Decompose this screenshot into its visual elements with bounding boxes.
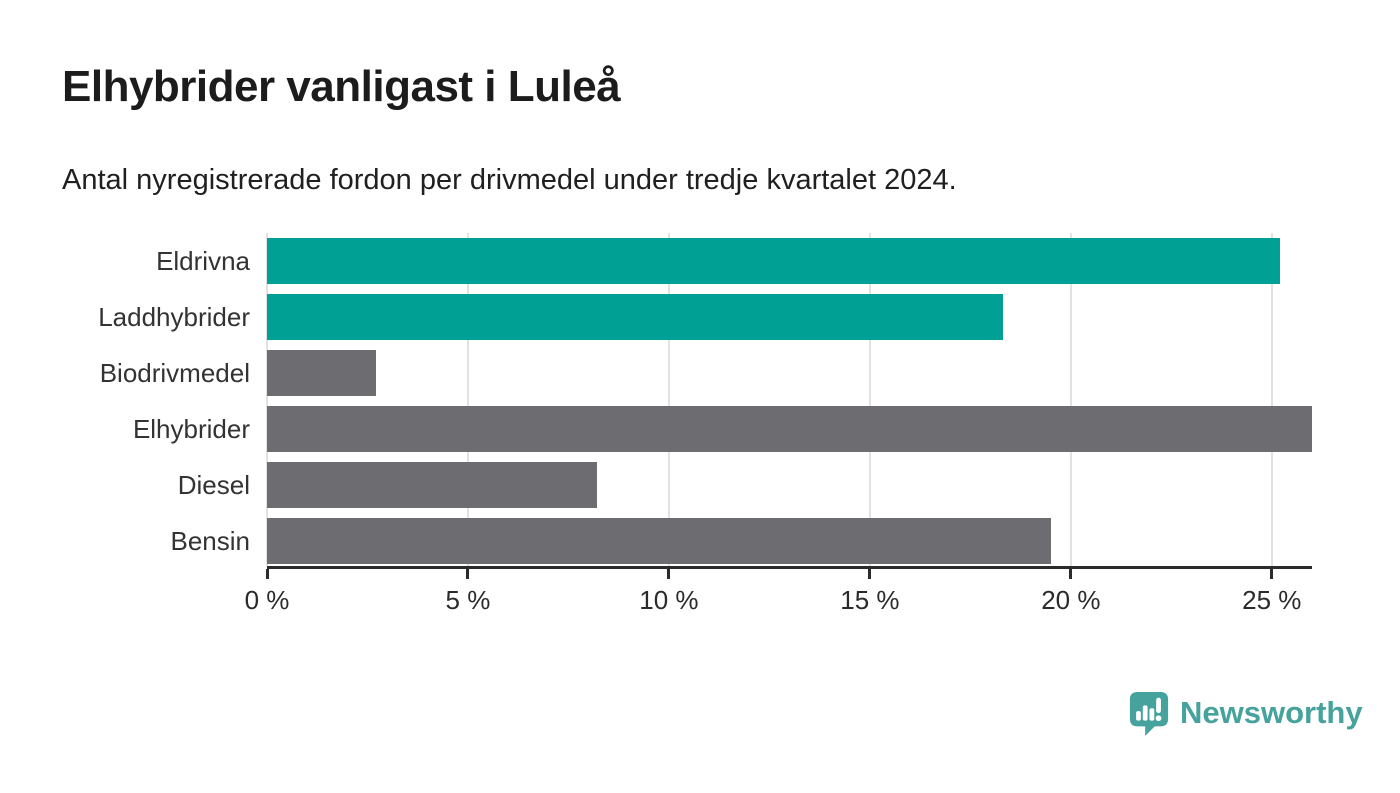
x-axis-tick-mark [1069, 569, 1073, 579]
bar-row [267, 401, 1312, 457]
x-axis-tick-label: 10 % [639, 585, 699, 615]
x-axis-tick-label: 5 % [445, 585, 491, 615]
y-axis-category-labels: Eldrivna Laddhybrider Biodrivmedel Elhybrid… [0, 233, 250, 569]
bar-bensin [267, 518, 1051, 564]
bar-row [267, 457, 1312, 513]
x-axis-tick-label: 0 % [244, 585, 290, 615]
x-axis-tick-labels: 0 % 5 % 10 % 15 % 20 % 25 % [245, 585, 1312, 619]
bar-chart-plot-area [265, 233, 1312, 579]
newsworthy-logo: Newsworthy [1128, 690, 1363, 736]
bar-diesel [267, 462, 597, 508]
bar-laddhybrider [267, 294, 1003, 340]
gridline [466, 233, 469, 566]
x-axis-tick-label: 15 % [840, 585, 900, 615]
chart-title: Elhybrider vanligast i Luleå [62, 62, 621, 111]
x-axis-tick-mark [667, 569, 671, 579]
x-axis-tick-mark [265, 569, 269, 579]
category-label-diesel: Diesel [177, 470, 250, 500]
bar-biodrivmedel [267, 350, 376, 396]
gridline [1270, 233, 1273, 566]
gridline [1069, 233, 1072, 566]
category-label-eldrivna: Eldrivna [156, 246, 250, 276]
x-axis-tick-mark [868, 569, 872, 579]
gridline [868, 233, 871, 566]
x-axis-tick-mark [466, 569, 470, 579]
category-label-laddhybrider: Laddhybrider [98, 302, 250, 332]
bar-row [267, 289, 1312, 345]
chart-subtitle: Antal nyregistrerade fordon per drivmede… [62, 164, 957, 196]
newsworthy-wordmark: Newsworthy [1180, 695, 1363, 730]
bar-elhybrider [267, 406, 1312, 452]
bar-row [267, 233, 1312, 289]
newsworthy-bubble-chart-icon [1129, 692, 1169, 736]
x-axis-tick-label: 25 % [1242, 585, 1302, 615]
x-axis-tick-label: 20 % [1041, 585, 1101, 615]
gridline [266, 233, 268, 566]
bar-row [267, 513, 1312, 569]
category-label-elhybrider: Elhybrider [132, 414, 250, 444]
bar-eldrivna [267, 238, 1280, 284]
category-label-biodrivmedel: Biodrivmedel [99, 358, 250, 388]
category-label-bensin: Bensin [170, 526, 251, 556]
gridline [667, 233, 670, 566]
x-axis-tick-mark [1270, 569, 1274, 579]
bar-row [267, 345, 1312, 401]
